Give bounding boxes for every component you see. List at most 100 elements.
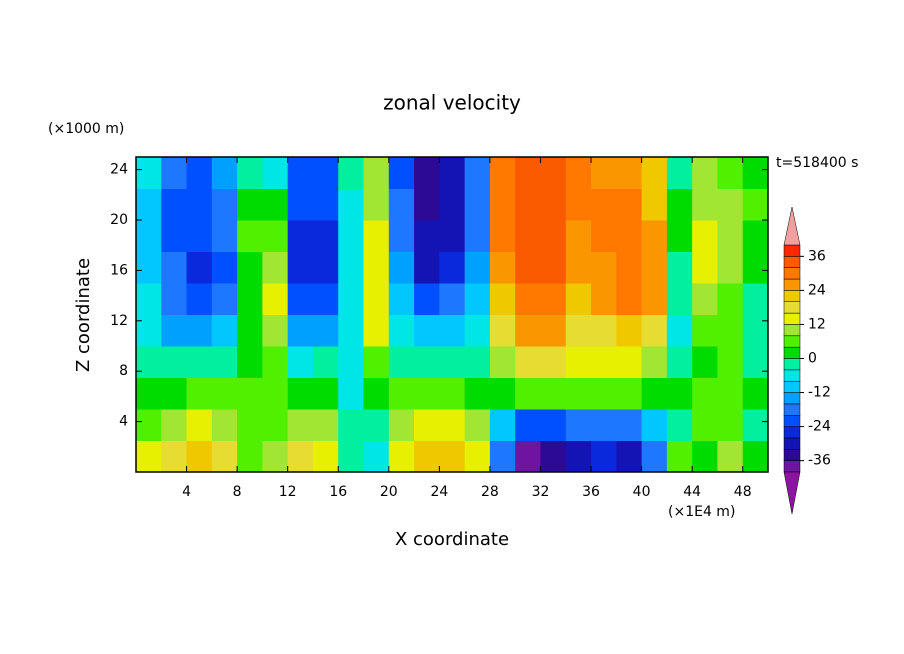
cell [439, 188, 466, 221]
cell [692, 283, 718, 315]
cell [616, 346, 643, 378]
cell [540, 314, 567, 347]
colorbar-top [783, 206, 801, 246]
cell [692, 409, 718, 441]
cell [489, 157, 516, 189]
cell [211, 220, 238, 252]
cell [388, 377, 415, 410]
cell [591, 346, 617, 378]
colorbar-band [783, 267, 801, 280]
cell [338, 220, 365, 252]
cell [161, 188, 188, 221]
cell [717, 346, 744, 378]
cell [565, 377, 592, 410]
cell [312, 157, 339, 189]
cell [338, 283, 365, 315]
cell [540, 283, 567, 315]
cell [717, 440, 744, 473]
cell [287, 314, 314, 347]
cell [515, 220, 541, 252]
cell [414, 346, 440, 378]
cell [363, 188, 390, 221]
cell [388, 157, 415, 189]
cell [287, 220, 314, 252]
cell [338, 377, 365, 410]
cell [439, 220, 466, 252]
cell [591, 220, 617, 252]
cell [338, 188, 365, 221]
cell [439, 283, 466, 315]
cell [692, 314, 718, 347]
cell [262, 188, 289, 221]
cell [591, 409, 617, 441]
cell [717, 377, 744, 410]
cell [616, 251, 643, 284]
cell [439, 346, 466, 378]
cell [237, 283, 263, 315]
cell [540, 220, 567, 252]
cell [641, 188, 668, 221]
cell [136, 409, 162, 441]
cell [237, 251, 263, 284]
cell [439, 409, 466, 441]
x-axis-label: X coordinate [395, 529, 509, 550]
cell [237, 157, 263, 189]
cell [161, 251, 188, 284]
cell [388, 314, 415, 347]
cell [388, 409, 415, 441]
cell [742, 157, 769, 189]
cell [565, 409, 592, 441]
colorbar-band [783, 324, 801, 337]
cell [616, 220, 643, 252]
cell [666, 188, 693, 221]
cell [211, 346, 238, 378]
cell [186, 251, 213, 284]
cell [515, 440, 541, 473]
cell [742, 346, 769, 378]
cell [540, 188, 567, 221]
cell [464, 220, 491, 252]
cell [591, 314, 617, 347]
x-tick-label: 44 [683, 484, 701, 500]
cell [489, 220, 516, 252]
cell [742, 283, 769, 315]
cell [591, 283, 617, 315]
y-unit: (×1000 m) [48, 121, 124, 137]
cell [717, 251, 744, 284]
cell [237, 440, 263, 473]
cell [363, 314, 390, 347]
cell [641, 346, 668, 378]
cell [388, 251, 415, 284]
cell [515, 346, 541, 378]
y-tick-label: 8 [119, 363, 128, 379]
cell [692, 251, 718, 284]
cell [666, 409, 693, 441]
cell [565, 314, 592, 347]
cell [237, 346, 263, 378]
cell [237, 188, 263, 221]
y-tick-label: 16 [110, 262, 128, 278]
cell [515, 157, 541, 189]
colorbar-band [783, 392, 801, 405]
x-tick-label: 4 [182, 484, 191, 500]
cell [666, 440, 693, 473]
cell [388, 283, 415, 315]
colorbar-band [783, 403, 801, 416]
cell [565, 440, 592, 473]
cell [616, 314, 643, 347]
cell [287, 346, 314, 378]
cell [489, 440, 516, 473]
cell [464, 409, 491, 441]
cell [439, 314, 466, 347]
cell [641, 409, 668, 441]
cell [616, 377, 643, 410]
cell [666, 377, 693, 410]
cell [363, 157, 390, 189]
colorbar-band [783, 312, 801, 325]
cell [363, 377, 390, 410]
plot-frame [135, 156, 769, 473]
cell [312, 440, 339, 473]
cell [717, 157, 744, 189]
cell [161, 157, 188, 189]
cell [565, 283, 592, 315]
